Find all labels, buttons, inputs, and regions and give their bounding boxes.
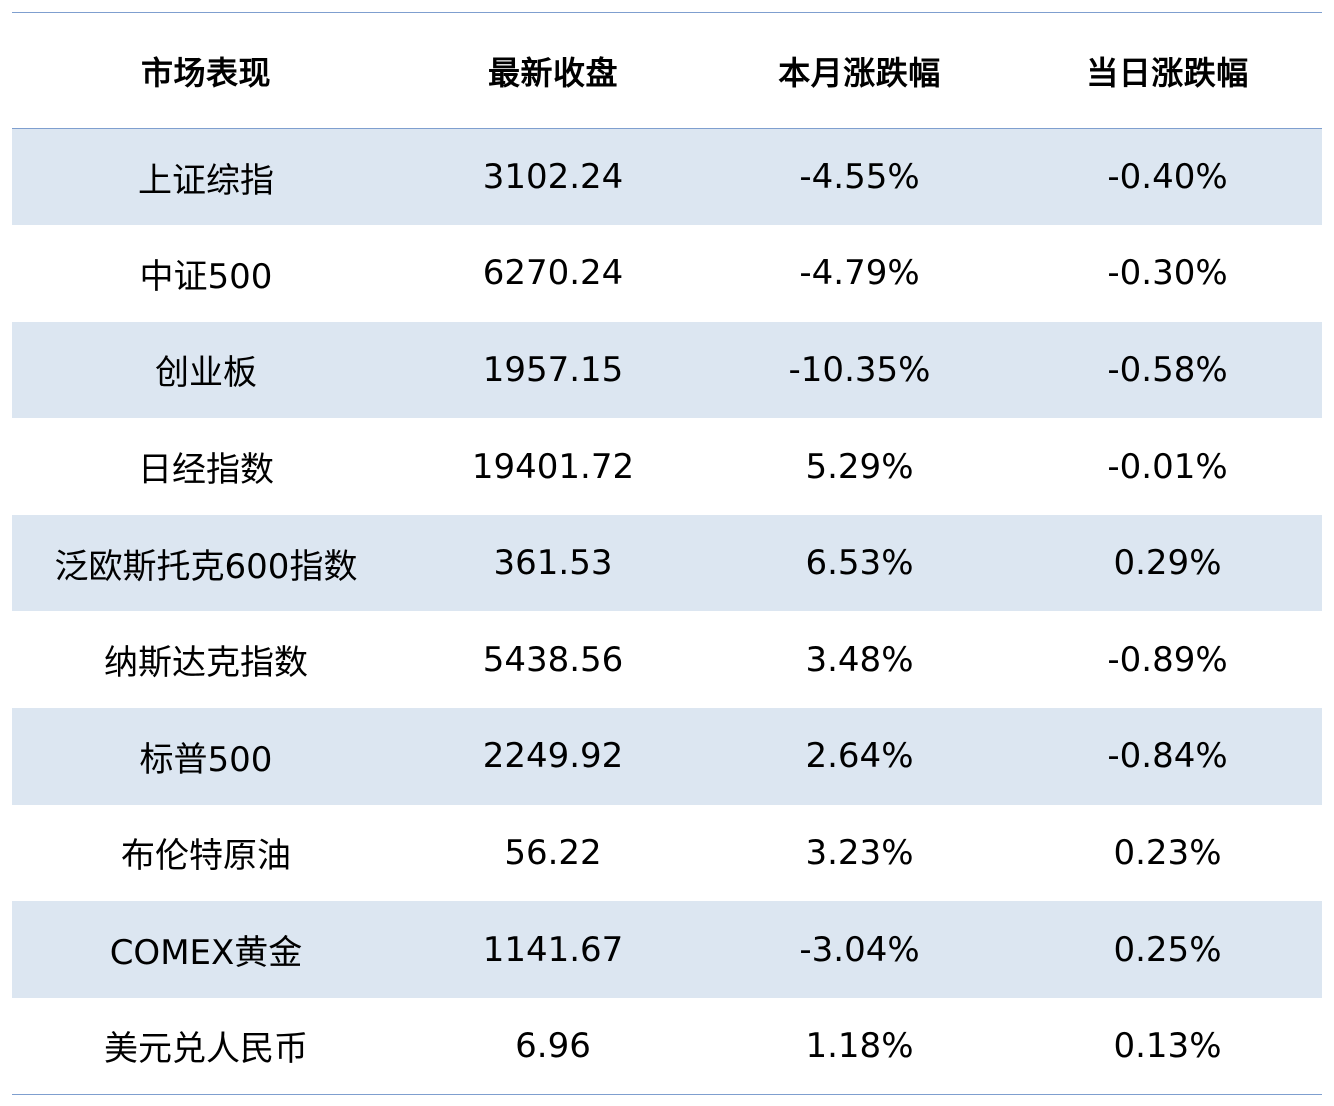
cell-market: COMEX黄金 (109, 933, 303, 974)
cell-market: 上证综指 (138, 160, 274, 201)
header-latest-close: 最新收盘 (487, 53, 618, 92)
cell-monthly-change: 6.53% (805, 543, 914, 584)
cell-daily-change: -0.84% (1107, 736, 1228, 777)
cell-latest-close: 3102.24 (482, 157, 624, 198)
cell-latest-close: 1957.15 (482, 349, 624, 390)
cell-market: 纳斯达克指数 (104, 643, 308, 684)
cell-daily-change: 0.25% (1113, 929, 1222, 970)
cell-monthly-change: 5.29% (805, 446, 914, 487)
cell-market: 泛欧斯托克600指数 (54, 546, 358, 587)
cell-monthly-change: 3.48% (805, 639, 914, 680)
cell-latest-close: 361.53 (493, 543, 613, 584)
cell-daily-change: -0.30% (1107, 253, 1228, 294)
header-row: 市场表现 最新收盘 本月涨跌幅 当日涨跌幅 (12, 12, 1322, 129)
cell-monthly-change: -4.79% (799, 253, 920, 294)
table-row: 创业板 1957.15 -10.35% -0.58% (12, 321, 1322, 419)
table-row: COMEX黄金 1141.67 -3.04% 0.25% (12, 901, 1322, 998)
cell-market: 布伦特原油 (121, 836, 291, 877)
cell-monthly-change: 2.64% (805, 736, 914, 777)
cell-latest-close: 2249.92 (482, 736, 624, 777)
table-row: 标普500 2249.92 2.64% -0.84% (12, 708, 1322, 805)
header-monthly-change: 本月涨跌幅 (778, 53, 941, 92)
table-row: 中证500 6270.24 -4.79% -0.30% (12, 225, 1322, 322)
cell-daily-change: 0.29% (1113, 543, 1222, 584)
table-row: 泛欧斯托克600指数 361.53 6.53% 0.29% (12, 514, 1322, 612)
table-row: 纳斯达克指数 5438.56 3.48% -0.89% (12, 611, 1322, 709)
cell-market: 日经指数 (138, 450, 274, 491)
cell-market: 中证500 (139, 256, 273, 297)
table-row: 布伦特原油 56.22 3.23% 0.23% (12, 804, 1322, 902)
cell-daily-change: -0.01% (1107, 446, 1228, 487)
cell-latest-close: 5438.56 (482, 639, 624, 680)
cell-monthly-change: -4.55% (799, 157, 920, 198)
table-body: 上证综指 3102.24 -4.55% -0.40% 中证500 6270.24… (12, 128, 1322, 1095)
cell-latest-close: 19401.72 (471, 446, 635, 487)
cell-latest-close: 1141.67 (482, 929, 624, 970)
table-header: 市场表现 最新收盘 本月涨跌幅 当日涨跌幅 (12, 12, 1322, 129)
cell-daily-change: 0.23% (1113, 832, 1222, 873)
cell-market: 标普500 (139, 739, 273, 780)
cell-market: 创业板 (155, 353, 257, 394)
cell-market: 美元兑人民币 (104, 1029, 308, 1070)
table-row: 上证综指 3102.24 -4.55% -0.40% (12, 128, 1322, 226)
cell-daily-change: -0.40% (1107, 157, 1228, 198)
cell-latest-close: 56.22 (504, 832, 602, 873)
header-market: 市场表现 (140, 53, 271, 92)
market-performance-table: 市场表现 最新收盘 本月涨跌幅 当日涨跌幅 上证综指 3102.24 -4.55… (12, 12, 1322, 1095)
cell-daily-change: -0.58% (1107, 349, 1228, 390)
cell-monthly-change: -3.04% (799, 929, 920, 970)
cell-latest-close: 6.96 (515, 1025, 591, 1066)
cell-daily-change: -0.89% (1107, 639, 1228, 680)
market-performance-table-wrapper: 市场表现 最新收盘 本月涨跌幅 当日涨跌幅 上证综指 3102.24 -4.55… (12, 12, 1322, 1095)
cell-latest-close: 6270.24 (482, 253, 624, 294)
cell-monthly-change: 1.18% (805, 1025, 914, 1066)
header-daily-change: 当日涨跌幅 (1086, 53, 1249, 92)
cell-monthly-change: 3.23% (805, 832, 914, 873)
cell-monthly-change: -10.35% (788, 349, 931, 390)
table-row: 美元兑人民币 6.96 1.18% 0.13% (12, 997, 1322, 1095)
cell-daily-change: 0.13% (1113, 1025, 1222, 1066)
table-row: 日经指数 19401.72 5.29% -0.01% (12, 418, 1322, 515)
